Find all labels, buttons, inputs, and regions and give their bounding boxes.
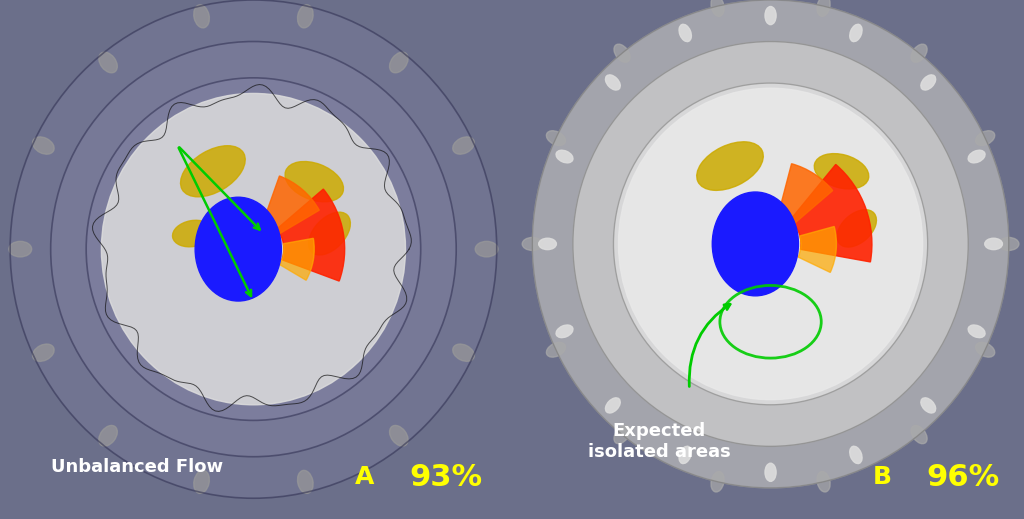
Ellipse shape bbox=[968, 325, 985, 338]
Ellipse shape bbox=[389, 426, 409, 446]
Circle shape bbox=[613, 83, 928, 405]
Ellipse shape bbox=[614, 426, 630, 444]
Ellipse shape bbox=[985, 238, 1002, 250]
Ellipse shape bbox=[33, 137, 54, 154]
Text: 93%: 93% bbox=[410, 463, 482, 492]
Ellipse shape bbox=[921, 398, 936, 413]
Ellipse shape bbox=[968, 150, 985, 163]
Ellipse shape bbox=[614, 44, 630, 62]
Wedge shape bbox=[276, 189, 345, 281]
Ellipse shape bbox=[9, 241, 32, 257]
Text: Unbalanced Flow: Unbalanced Flow bbox=[51, 458, 223, 476]
Ellipse shape bbox=[711, 472, 724, 492]
Ellipse shape bbox=[453, 137, 474, 154]
Ellipse shape bbox=[679, 24, 691, 42]
Ellipse shape bbox=[911, 426, 927, 444]
Ellipse shape bbox=[308, 212, 350, 255]
Ellipse shape bbox=[389, 52, 409, 73]
Ellipse shape bbox=[765, 6, 776, 24]
Ellipse shape bbox=[998, 238, 1019, 251]
Ellipse shape bbox=[172, 220, 213, 247]
Ellipse shape bbox=[475, 241, 498, 257]
Wedge shape bbox=[798, 226, 837, 272]
Ellipse shape bbox=[285, 161, 343, 202]
Ellipse shape bbox=[196, 197, 282, 301]
Ellipse shape bbox=[180, 146, 245, 197]
Text: 96%: 96% bbox=[927, 463, 999, 492]
Ellipse shape bbox=[713, 192, 799, 296]
Ellipse shape bbox=[850, 24, 862, 42]
Ellipse shape bbox=[605, 398, 621, 413]
Text: A: A bbox=[355, 466, 375, 489]
Ellipse shape bbox=[98, 426, 118, 446]
Ellipse shape bbox=[921, 75, 936, 90]
Wedge shape bbox=[264, 176, 319, 234]
Wedge shape bbox=[791, 165, 871, 262]
Ellipse shape bbox=[765, 463, 776, 482]
Ellipse shape bbox=[850, 446, 862, 463]
Ellipse shape bbox=[453, 344, 474, 361]
Ellipse shape bbox=[837, 210, 877, 247]
Ellipse shape bbox=[539, 238, 556, 250]
Ellipse shape bbox=[817, 472, 830, 492]
Ellipse shape bbox=[98, 52, 118, 73]
Ellipse shape bbox=[298, 5, 313, 28]
Ellipse shape bbox=[522, 237, 543, 251]
Circle shape bbox=[618, 88, 923, 400]
Ellipse shape bbox=[547, 343, 565, 357]
Wedge shape bbox=[280, 238, 314, 280]
Ellipse shape bbox=[298, 470, 313, 494]
Ellipse shape bbox=[556, 150, 573, 163]
Ellipse shape bbox=[976, 131, 994, 145]
Ellipse shape bbox=[711, 0, 724, 16]
Circle shape bbox=[572, 42, 969, 446]
Ellipse shape bbox=[679, 446, 691, 463]
Text: Expected
isolated areas: Expected isolated areas bbox=[588, 422, 730, 460]
Circle shape bbox=[86, 78, 421, 420]
Ellipse shape bbox=[605, 75, 621, 90]
Circle shape bbox=[101, 93, 406, 405]
Wedge shape bbox=[778, 163, 833, 224]
Ellipse shape bbox=[817, 0, 830, 16]
Circle shape bbox=[532, 0, 1009, 488]
Text: B: B bbox=[872, 466, 892, 489]
Ellipse shape bbox=[194, 5, 209, 28]
Ellipse shape bbox=[556, 325, 573, 338]
Ellipse shape bbox=[911, 44, 927, 62]
Circle shape bbox=[50, 42, 457, 457]
Ellipse shape bbox=[696, 142, 763, 190]
Ellipse shape bbox=[547, 131, 565, 145]
Ellipse shape bbox=[976, 343, 994, 357]
Ellipse shape bbox=[33, 344, 54, 361]
Ellipse shape bbox=[194, 470, 209, 494]
Ellipse shape bbox=[814, 154, 868, 189]
Circle shape bbox=[10, 0, 497, 498]
